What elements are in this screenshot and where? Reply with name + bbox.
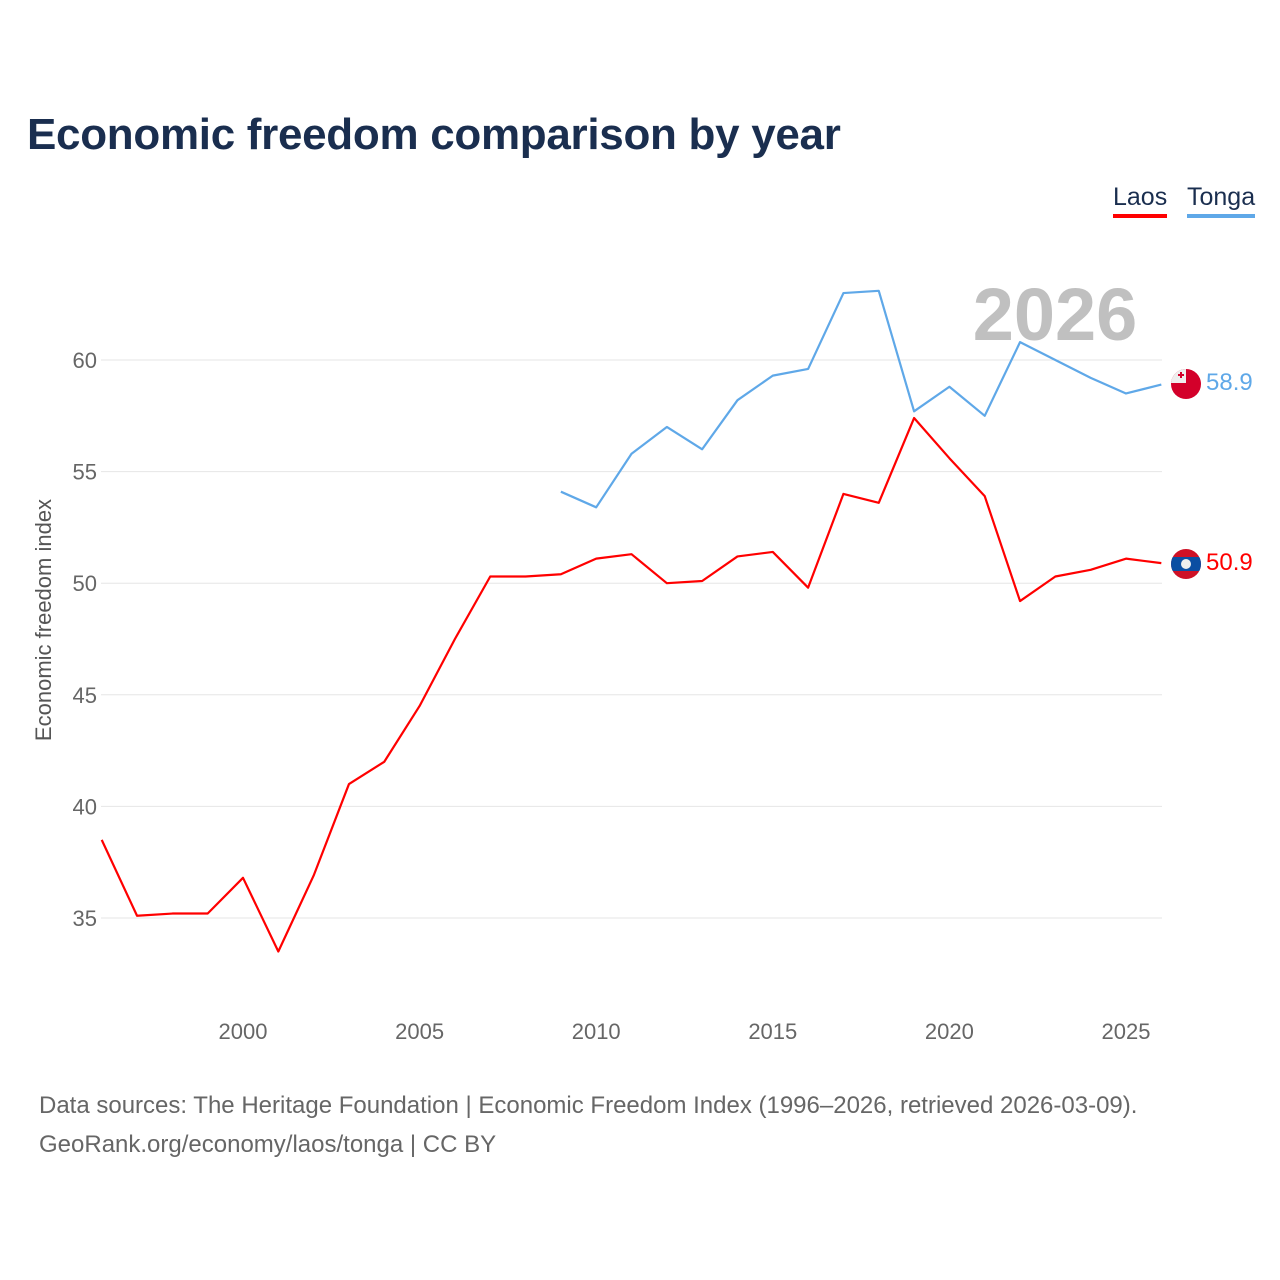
y-tick-label: 55	[73, 460, 97, 485]
y-tick-label: 60	[73, 348, 97, 373]
series-line-tonga	[560, 289, 1162, 509]
attribution-link[interactable]: GeoRank.org/economy/laos/tonga | CC BY	[39, 1131, 497, 1158]
legend-item-laos[interactable]: Laos	[1113, 183, 1168, 218]
x-tick-label: 2005	[395, 1019, 444, 1044]
year-watermark: 2026	[973, 273, 1138, 356]
tonga-flag-icon	[1171, 369, 1201, 399]
tonga-end-label: 58.9	[1206, 369, 1253, 396]
x-tick-label: 2025	[1102, 1019, 1151, 1044]
laos-flag-icon	[1171, 549, 1201, 579]
footer: Data sources: The Heritage Foundation | …	[39, 1086, 1137, 1164]
y-axis-label: Economic freedom index	[31, 499, 56, 741]
y-tick-label: 45	[73, 683, 97, 708]
series-line-laos	[100, 416, 1162, 953]
laos-end-label: 50.9	[1206, 549, 1253, 576]
y-tick-label: 40	[73, 794, 97, 819]
legend-item-tonga[interactable]: Tonga	[1187, 183, 1256, 218]
y-tick-label: 50	[73, 571, 97, 596]
data-sources: Data sources: The Heritage Foundation | …	[39, 1092, 1138, 1119]
x-tick-label: 2015	[748, 1019, 797, 1044]
y-tick-label: 35	[73, 906, 97, 931]
chart-title: Economic freedom comparison by year	[27, 110, 841, 159]
x-tick-label: 2010	[572, 1019, 621, 1044]
x-tick-label: 2000	[219, 1019, 268, 1044]
x-tick-label: 2020	[925, 1019, 974, 1044]
